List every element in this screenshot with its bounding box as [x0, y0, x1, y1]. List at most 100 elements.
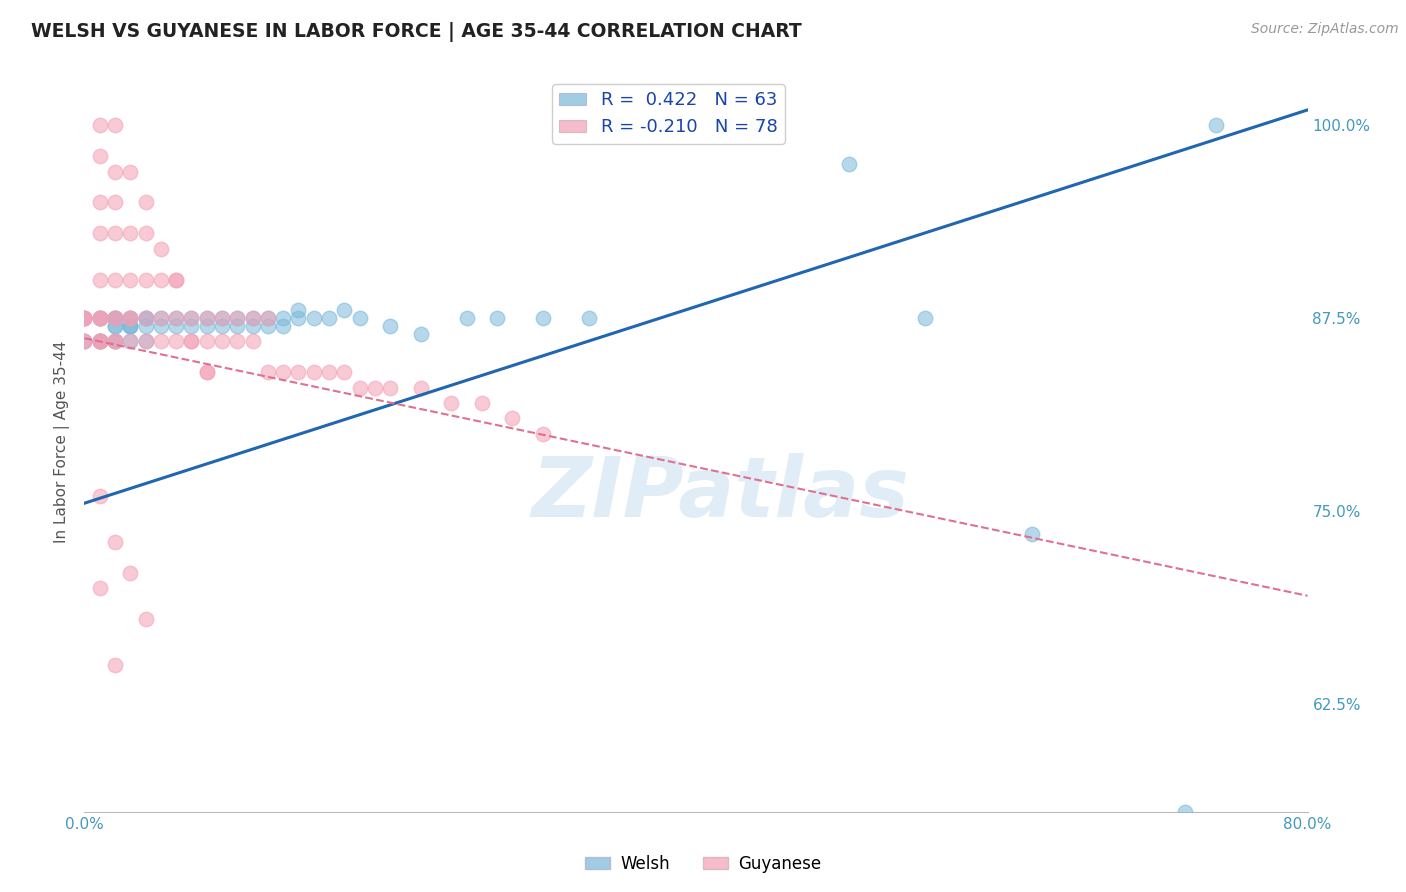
Point [333, 303, 356, 318]
Point [242, 334, 264, 349]
Point [120, 318, 142, 333]
Point [89, 334, 111, 349]
Text: WELSH VS GUYANESE IN LABOR FORCE | AGE 35-44 CORRELATION CHART: WELSH VS GUYANESE IN LABOR FORCE | AGE 3… [31, 22, 801, 42]
Point [104, 318, 127, 333]
Point [409, 380, 432, 394]
Point [211, 311, 233, 326]
Point [409, 326, 432, 341]
Point [149, 334, 172, 349]
Point [104, 311, 127, 326]
Point [211, 311, 233, 326]
Point [287, 365, 309, 379]
Point [73, 311, 96, 326]
Point [104, 318, 127, 333]
Point [89, 581, 111, 595]
Point [1205, 119, 1227, 133]
Point [104, 334, 127, 349]
Point [149, 311, 172, 326]
Point [502, 411, 524, 425]
Point [89, 311, 111, 326]
Point [165, 318, 187, 333]
Point [135, 612, 157, 626]
Point [104, 164, 127, 178]
Point [73, 334, 96, 349]
Point [349, 380, 371, 394]
Point [120, 311, 142, 326]
Point [73, 311, 96, 326]
Point [318, 311, 340, 326]
Point [89, 311, 111, 326]
Point [578, 311, 600, 326]
Point [271, 318, 294, 333]
Point [135, 311, 157, 326]
Point [89, 227, 111, 241]
Point [73, 334, 96, 349]
Point [135, 311, 157, 326]
Point [531, 426, 554, 441]
Legend: R =  0.422   N = 63, R = -0.210   N = 78: R = 0.422 N = 63, R = -0.210 N = 78 [553, 84, 785, 144]
Point [195, 334, 218, 349]
Point [120, 318, 142, 333]
Point [89, 272, 111, 286]
Point [149, 311, 172, 326]
Point [89, 334, 111, 349]
Point [89, 311, 111, 326]
Point [211, 334, 233, 349]
Point [318, 365, 340, 379]
Point [89, 311, 111, 326]
Point [89, 149, 111, 163]
Point [104, 272, 127, 286]
Point [120, 334, 142, 349]
Point [257, 311, 280, 326]
Point [302, 365, 325, 379]
Point [89, 334, 111, 349]
Point [226, 318, 249, 333]
Point [120, 311, 142, 326]
Point [120, 566, 142, 580]
Point [242, 311, 264, 326]
Point [180, 318, 202, 333]
Point [1021, 527, 1043, 541]
Point [89, 311, 111, 326]
Point [180, 334, 202, 349]
Point [89, 334, 111, 349]
Point [242, 318, 264, 333]
Point [135, 334, 157, 349]
Point [104, 119, 127, 133]
Point [257, 318, 280, 333]
Point [104, 227, 127, 241]
Point [165, 311, 187, 326]
Point [440, 396, 463, 410]
Point [120, 318, 142, 333]
Point [120, 272, 142, 286]
Point [104, 195, 127, 210]
Point [456, 311, 478, 326]
Point [195, 311, 218, 326]
Text: ZIPatlas: ZIPatlas [531, 453, 910, 534]
Point [104, 311, 127, 326]
Point [165, 311, 187, 326]
Point [135, 334, 157, 349]
Point [180, 311, 202, 326]
Point [89, 489, 111, 503]
Point [165, 334, 187, 349]
Point [195, 365, 218, 379]
Point [73, 311, 96, 326]
Point [104, 334, 127, 349]
Point [120, 227, 142, 241]
Point [531, 311, 554, 326]
Point [89, 119, 111, 133]
Point [89, 195, 111, 210]
Point [149, 318, 172, 333]
Point [149, 272, 172, 286]
Point [195, 311, 218, 326]
Point [380, 318, 402, 333]
Point [104, 334, 127, 349]
Text: Source: ZipAtlas.com: Source: ZipAtlas.com [1251, 22, 1399, 37]
Point [349, 311, 371, 326]
Point [165, 272, 187, 286]
Point [257, 365, 280, 379]
Point [654, 119, 676, 133]
Point [242, 311, 264, 326]
Point [287, 303, 309, 318]
